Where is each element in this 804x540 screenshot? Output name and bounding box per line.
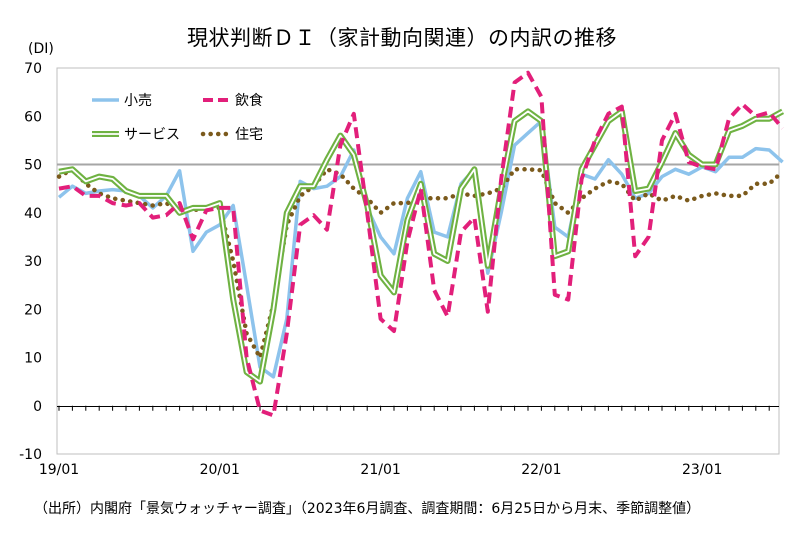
y-tick-label: 60 (24, 109, 42, 125)
x-tick-label: 23/01 (682, 462, 722, 478)
legend-label: 小売 (124, 93, 152, 109)
y-tick-label: 30 (24, 254, 42, 270)
y-axis: -10 0 10 20 30 40 50 60 70 (19, 61, 42, 463)
y-tick-label: 20 (24, 302, 42, 318)
y-axis-unit: (DI) (28, 41, 54, 57)
y-tick-label: 70 (24, 61, 42, 77)
x-tick-label: 21/01 (360, 462, 400, 478)
series-line-1 (58, 70, 785, 418)
y-tick-label: 0 (33, 399, 42, 415)
chart-plot-area: -10 0 10 20 30 40 50 60 70 (DI) 19/01 20/01 21/01 2… (19, 41, 785, 478)
x-axis: 19/01 20/01 21/01 22/01 23/01 (39, 462, 723, 478)
series-group (56, 70, 785, 418)
series-line-2-inner (58, 110, 784, 383)
y-tick-label: -10 (19, 447, 42, 463)
y-tick-label: 40 (24, 206, 42, 222)
plot-frame (56, 67, 780, 455)
x-axis-minor-ticks (58, 405, 770, 411)
x-tick-label: 22/01 (521, 462, 561, 478)
legend-label: 住宅 (235, 127, 263, 143)
legend-label: 飲食 (235, 92, 263, 109)
y-tick-label: 10 (24, 351, 42, 367)
series-line-2 (58, 108, 785, 385)
chart-title: 現状判断ＤＩ（家計動向関連）の内訳の推移 (187, 26, 617, 50)
legend-label: サービス (124, 127, 180, 143)
x-tick-label: 20/01 (200, 462, 240, 478)
source-note: （出所）内閣府「景気ウォッチャー調査」（2023年6月調査、調査期間：6月25日… (34, 501, 701, 517)
series-line-0 (57, 119, 784, 379)
x-tick-label: 19/01 (39, 462, 79, 478)
y-tick-label: 50 (24, 158, 42, 174)
